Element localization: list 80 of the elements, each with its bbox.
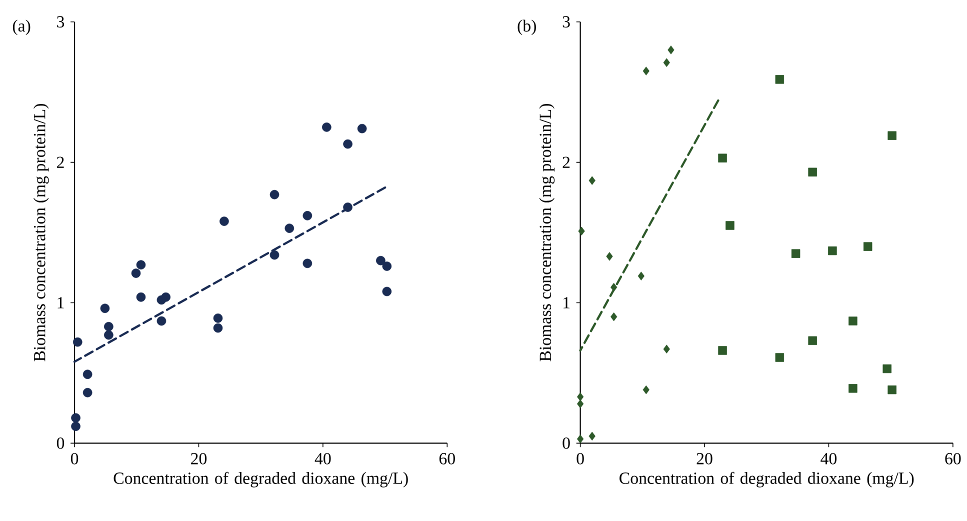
y-tick-label: 3	[562, 16, 570, 28]
point	[808, 336, 817, 346]
point	[104, 330, 114, 340]
point	[220, 216, 229, 226]
x-axis-title: Concentration of degraded dioxane (mg/L)	[114, 472, 408, 488]
point	[828, 246, 837, 256]
point	[588, 176, 596, 186]
point	[718, 154, 727, 163]
y-tick-label: 2	[57, 156, 64, 168]
point	[82, 388, 92, 398]
point	[791, 249, 800, 258]
point	[302, 211, 312, 220]
point	[213, 314, 223, 324]
point	[663, 344, 670, 354]
x-axis-title: Concentration of degraded dioxane (mg/L)	[620, 472, 914, 488]
text: (a)	[12, 20, 30, 36]
x-tick-label: 60	[945, 453, 961, 465]
point	[161, 292, 170, 302]
y-tick-label: 3	[57, 16, 64, 28]
point	[131, 268, 141, 278]
y-axis-title: Biomass concentration (mg protein/L)	[33, 104, 49, 362]
point	[82, 370, 92, 380]
point	[156, 316, 166, 326]
point	[882, 364, 892, 374]
point	[888, 131, 896, 140]
point	[343, 202, 352, 212]
point	[104, 322, 114, 332]
point	[322, 122, 332, 132]
point	[382, 262, 392, 272]
x-tick-label: 20	[191, 453, 207, 465]
y-tick-label: 2	[562, 156, 570, 168]
point	[136, 260, 146, 270]
point	[136, 292, 146, 302]
point	[848, 384, 858, 393]
point	[775, 75, 784, 84]
point	[775, 353, 784, 362]
point	[610, 283, 618, 292]
point	[863, 242, 872, 252]
point	[302, 258, 312, 268]
point	[848, 316, 858, 326]
point	[72, 338, 82, 347]
point	[578, 226, 585, 236]
y-tick-label: 0	[562, 438, 570, 450]
point	[100, 304, 110, 314]
point	[357, 124, 367, 134]
point	[213, 323, 223, 333]
text: (b)	[518, 20, 536, 36]
y-axis-title: Biomass concentration (mg protein/L)	[539, 104, 555, 362]
point	[888, 386, 896, 394]
x-tick-label: 40	[820, 453, 837, 465]
point	[606, 252, 613, 261]
point	[588, 432, 596, 441]
point	[663, 58, 670, 68]
point	[284, 224, 294, 234]
point	[726, 221, 734, 230]
point	[668, 46, 674, 54]
x-tick-label: 20	[696, 453, 712, 465]
point	[638, 272, 644, 281]
point	[71, 413, 80, 423]
point	[642, 66, 650, 76]
x-tick-label: 0	[70, 453, 78, 465]
point	[382, 286, 392, 296]
x-tick-label: 60	[439, 453, 455, 465]
point	[718, 346, 727, 356]
y-tick-label: 0	[56, 438, 64, 450]
point	[642, 386, 650, 394]
point	[71, 422, 80, 432]
y-tick-label: 1	[564, 297, 570, 308]
point	[576, 434, 584, 444]
point	[808, 168, 817, 177]
point	[576, 392, 584, 402]
point	[576, 400, 584, 408]
point	[610, 312, 618, 322]
point	[270, 250, 280, 260]
point	[376, 256, 386, 266]
x-tick-label: 40	[314, 453, 331, 465]
y-tick-label: 1	[58, 297, 64, 308]
x-tick-label: 0	[576, 453, 584, 465]
point	[270, 190, 280, 200]
point	[343, 140, 352, 149]
